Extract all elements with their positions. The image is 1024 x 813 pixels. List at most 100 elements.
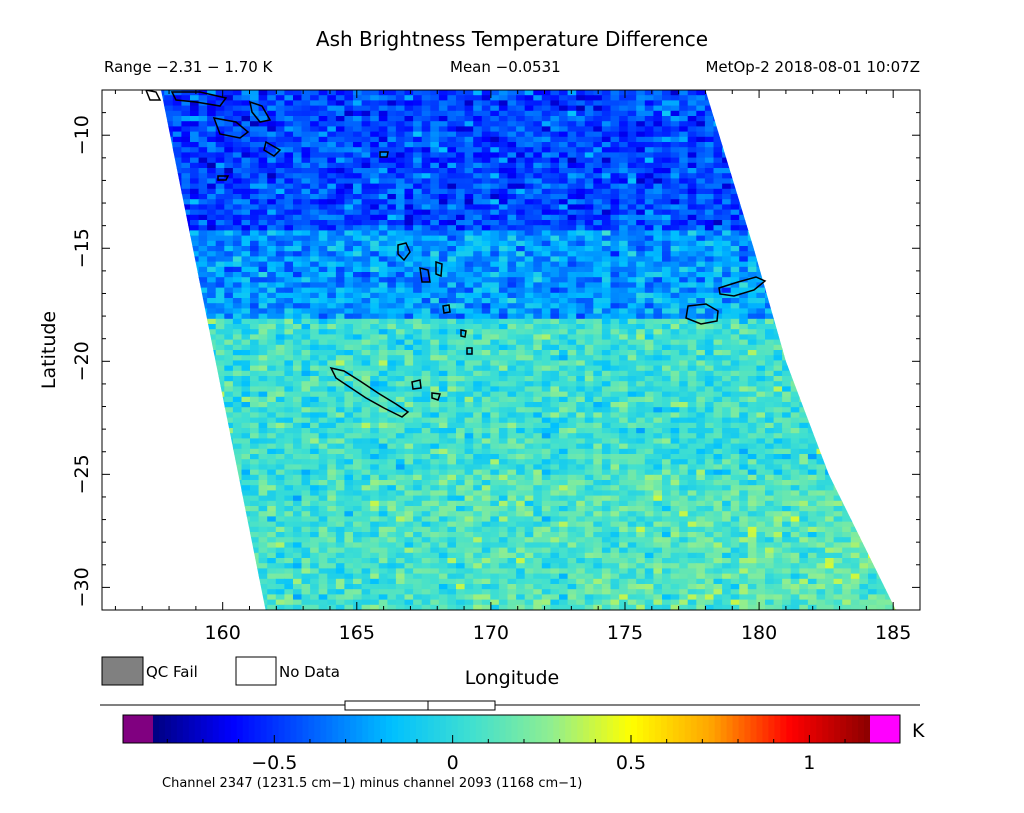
heatmap-cell (636, 370, 646, 377)
heatmap-cell (310, 355, 320, 361)
heatmap-cell (541, 365, 551, 372)
heatmap-cell (524, 230, 534, 237)
heatmap-cell (172, 251, 182, 257)
heatmap-cell (773, 251, 783, 257)
heatmap-cell (576, 225, 586, 231)
heatmap-cell (498, 272, 509, 278)
heatmap-cell (601, 105, 612, 112)
heatmap-cell (601, 188, 612, 195)
heatmap-cell (576, 282, 586, 289)
heatmap-cell (301, 240, 311, 247)
heatmap-cell (447, 121, 457, 127)
heatmap-cell (902, 334, 911, 340)
heatmap-cell (293, 214, 303, 221)
heatmap-cell (653, 329, 663, 335)
heatmap-cell (739, 126, 749, 133)
heatmap-cell (413, 90, 423, 96)
heatmap-cell (164, 266, 174, 273)
heatmap-cell (353, 251, 363, 257)
heatmap-cell (550, 142, 560, 148)
heatmap-cell (799, 287, 809, 294)
heatmap-cell (885, 360, 895, 367)
heatmap-cell (490, 256, 500, 263)
heatmap-cell (224, 376, 234, 382)
heatmap-cell (267, 173, 277, 179)
heatmap-cell (516, 220, 526, 226)
heatmap-cell (447, 370, 457, 377)
heatmap-cell (782, 209, 792, 216)
heatmap-cell (644, 131, 654, 138)
heatmap-cell (662, 313, 672, 320)
heatmap-cell (713, 209, 723, 216)
heatmap-cell (430, 100, 440, 107)
heatmap-cell (619, 266, 629, 273)
heatmap-cell (593, 152, 603, 159)
heatmap-cell (833, 209, 843, 216)
heatmap-cell (430, 360, 440, 367)
heatmap-cell (447, 318, 457, 325)
heatmap-cell (833, 152, 843, 159)
heatmap-cell (704, 308, 715, 315)
heatmap-cell (172, 277, 182, 283)
heatmap-cell (593, 292, 603, 299)
heatmap-cell (601, 230, 612, 237)
heatmap-cell (807, 157, 818, 164)
heatmap-cell (370, 381, 380, 387)
heatmap-cell (327, 339, 337, 346)
heatmap-cell (653, 251, 663, 257)
heatmap-cell (541, 339, 551, 346)
heatmap-cell (275, 339, 285, 346)
heatmap-cell (773, 126, 783, 133)
heatmap-cell (756, 360, 766, 367)
heatmap-cell (378, 209, 388, 216)
heatmap-cell (842, 131, 852, 138)
heatmap-cell (885, 261, 895, 268)
heatmap-cell (765, 183, 775, 190)
heatmap-cell (533, 126, 543, 133)
heatmap-cell (507, 188, 517, 195)
heatmap-cell (902, 241, 911, 247)
heatmap-cell (696, 282, 706, 289)
heatmap-cell (550, 277, 560, 283)
heatmap-cell (293, 324, 303, 330)
heatmap-cell (224, 360, 234, 367)
heatmap-cell (473, 329, 483, 335)
heatmap-cell (207, 110, 217, 117)
heatmap-cell (404, 178, 414, 185)
heatmap-cell (267, 292, 277, 299)
heatmap-cell (318, 121, 328, 127)
heatmap-cell (773, 350, 783, 356)
heatmap-cell (679, 282, 689, 289)
heatmap-cell (893, 261, 896, 268)
heatmap-cell (704, 313, 715, 320)
heatmap-cell (335, 95, 346, 101)
heatmap-cell (473, 225, 483, 231)
heatmap-cell (413, 225, 423, 231)
heatmap-cell (327, 355, 337, 361)
heatmap-cell (172, 214, 182, 221)
heatmap-cell (310, 324, 320, 330)
heatmap-cell (893, 147, 896, 153)
heatmap-cell (327, 204, 337, 211)
heatmap-cell (902, 189, 911, 195)
heatmap-cell (370, 131, 380, 138)
heatmap-cell (395, 230, 406, 237)
heatmap-cell (387, 256, 397, 263)
heatmap-cell (464, 240, 474, 247)
heatmap-cell (293, 272, 303, 278)
heatmap-cell (739, 256, 749, 263)
heatmap-cell (850, 350, 860, 356)
heatmap-cell (241, 256, 251, 263)
heatmap-cell (413, 339, 423, 346)
heatmap-cell (267, 178, 277, 185)
heatmap-cell (696, 100, 706, 107)
heatmap-cell (447, 183, 457, 190)
heatmap-cell (275, 261, 285, 268)
heatmap-cell (576, 168, 586, 174)
heatmap-cell (498, 251, 509, 257)
heatmap-cell (730, 287, 740, 294)
heatmap-cell (267, 214, 277, 221)
heatmap-cell (387, 225, 397, 231)
heatmap-cell (516, 183, 526, 190)
heatmap-cell (584, 194, 594, 200)
